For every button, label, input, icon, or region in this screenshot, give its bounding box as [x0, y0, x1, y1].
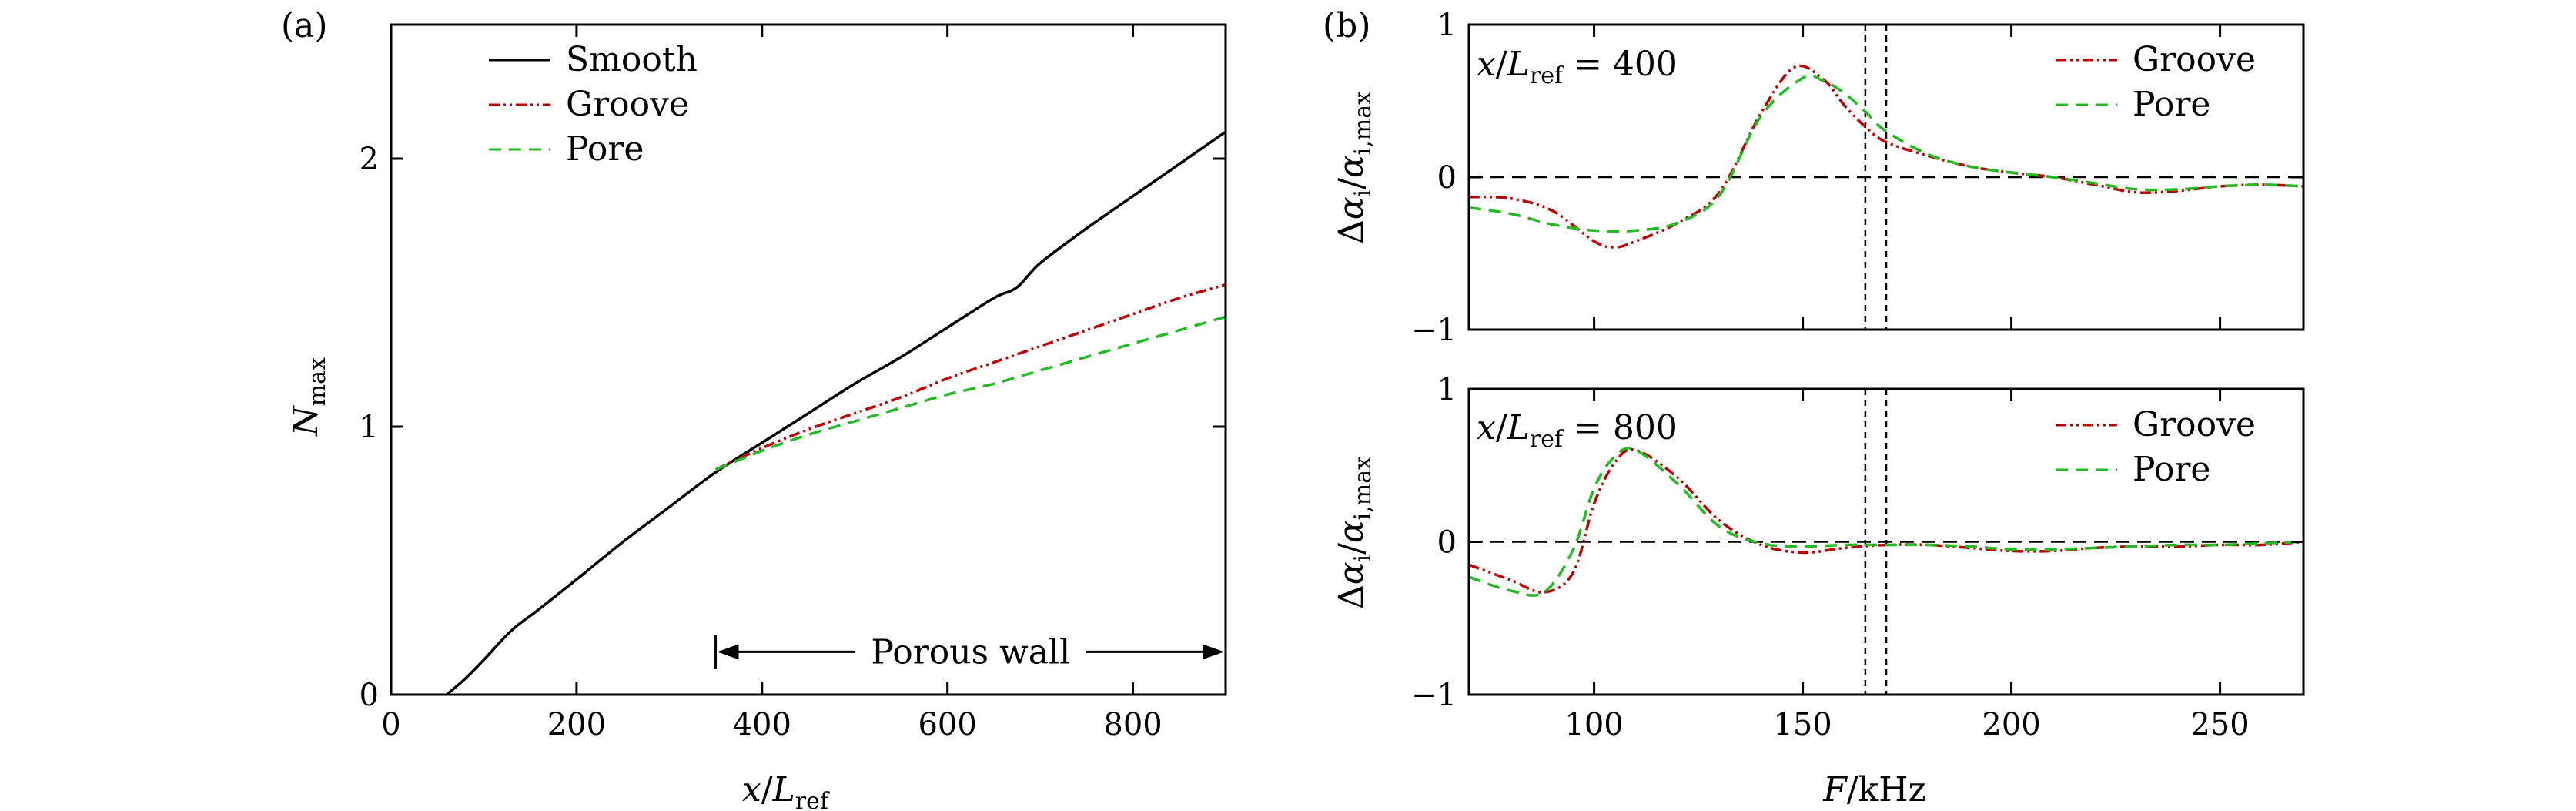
- y-tick-label: −1: [1411, 678, 1457, 713]
- panel-a-legend: Smooth Groove Pore: [489, 40, 698, 169]
- panel-b-label: (b): [1323, 6, 1371, 45]
- x-tick-label: 600: [918, 707, 976, 742]
- x-tick-label: 200: [1982, 707, 2040, 742]
- panel-a-xlabel: x/Lref: [742, 770, 830, 811]
- panel-b-top-series: [1468, 64, 2304, 249]
- panel-b-bottom-annotation: x/Lref = 800: [1477, 408, 1678, 453]
- panel-b-bottom-ticks: 100 150 200 250 −1 0 1: [1411, 372, 2303, 742]
- porous-wall-annotation: Porous wall: [714, 632, 1224, 672]
- legend-groove-label: Groove: [2133, 405, 2256, 444]
- legend-groove-label: Groove: [2133, 40, 2256, 79]
- panel-b-top-ylabel: Δαi/αi,max: [1332, 92, 1377, 244]
- panel-b-bottom: 100 150 200 250 −1 0 1 x/Lref = 800 Δαi/αi,max…: [1332, 372, 2305, 809]
- x-tick-label: 100: [1564, 707, 1623, 742]
- series-groove-line: [1468, 447, 2304, 594]
- y-tick-label: −1: [1411, 313, 1457, 348]
- y-tick-label: 1: [1437, 8, 1457, 43]
- panel-b-bottom-ylabel: Δαi/αi,max: [1332, 457, 1377, 609]
- legend-pore-label: Pore: [2133, 450, 2210, 489]
- panel-b-top-ticks: −1 0 1: [1411, 8, 2303, 348]
- series-groove-line: [714, 283, 1226, 471]
- panel-b-top: (b) −1 0 1 x/Lref = 400 Δαi/αi,max Groove …: [1323, 6, 2305, 348]
- panel-b-top-reference-lines: [1469, 25, 2303, 330]
- legend-groove-label: Groove: [566, 85, 689, 124]
- x-tick-label: 150: [1773, 707, 1832, 742]
- y-tick-label: 1: [1437, 372, 1457, 407]
- series-smooth-line: [446, 130, 1227, 696]
- series-pore-line: [1468, 447, 2304, 597]
- y-tick-label: 1: [360, 410, 379, 445]
- x-tick-label: 200: [547, 707, 606, 742]
- legend-pore-label: Pore: [2133, 85, 2210, 124]
- panel-a: (a) 0 200 400 600 800 0 1 2 x/Lref Nmax Smooth …: [281, 6, 1227, 811]
- y-tick-label: 2: [360, 142, 379, 177]
- panel-b-bottom-legend: Groove Pore: [2056, 405, 2256, 489]
- panel-b-bottom-reference-lines: [1469, 389, 2303, 695]
- panel-a-label: (a): [281, 6, 328, 45]
- porous-wall-arrowhead-left: [717, 644, 739, 660]
- y-tick-label: 0: [1437, 160, 1457, 196]
- x-tick-label: 800: [1103, 707, 1162, 742]
- porous-wall-label: Porous wall: [871, 632, 1070, 672]
- y-tick-label: 0: [360, 678, 379, 713]
- legend-pore-label: Pore: [566, 129, 644, 169]
- x-tick-label: 400: [733, 707, 791, 742]
- panel-b-top-annotation: x/Lref = 400: [1477, 45, 1678, 89]
- porous-wall-arrowhead-right: [1203, 644, 1224, 660]
- series-groove-line: [1468, 64, 2304, 249]
- panel-b-bottom-series: [1468, 447, 2304, 597]
- x-tick-label: 250: [2190, 707, 2249, 742]
- panel-a-ylabel: Nmax: [286, 357, 331, 437]
- y-tick-label: 0: [1437, 525, 1457, 561]
- panel-a-series: [446, 130, 1227, 696]
- panel-b-bottom-xlabel: F/kHz: [1822, 770, 1926, 809]
- panel-a-frame: [390, 23, 1227, 696]
- series-pore-line: [1468, 74, 2304, 233]
- panel-a-ticks: 0 200 400 600 800 0 1 2: [360, 25, 1226, 742]
- legend-smooth-label: Smooth: [566, 40, 698, 79]
- series-pore-line: [714, 315, 1226, 471]
- x-tick-label: 0: [381, 707, 400, 742]
- panel-b-top-legend: Groove Pore: [2056, 40, 2256, 124]
